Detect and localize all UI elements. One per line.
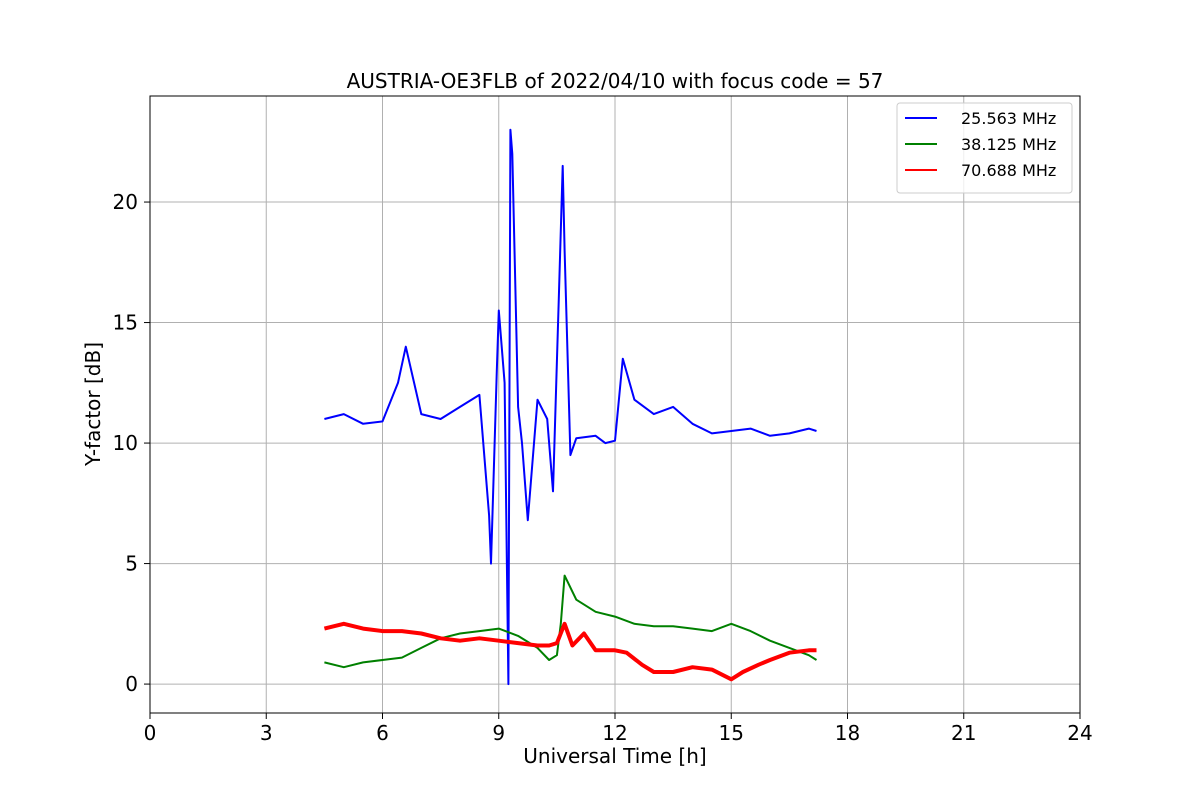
- y-axis-label: Y-factor [dB]: [81, 342, 105, 467]
- x-tick-label: 0: [144, 721, 157, 745]
- legend-box: [896, 102, 1073, 194]
- y-tick-label: 15: [113, 311, 138, 335]
- x-tick-label: 24: [1067, 721, 1092, 745]
- series-line-70-688-mhz: [323, 621, 817, 682]
- legend-label: 38.125 MHz: [961, 135, 1056, 154]
- series-line-25-563-mhz: [324, 128, 817, 686]
- x-axis-label: Universal Time [h]: [523, 744, 706, 768]
- x-tick-label: 9: [492, 721, 505, 745]
- y-tick-label: 10: [113, 431, 138, 455]
- legend: 25.563 MHz 38.125 MHz 70.688 MHz: [896, 102, 1073, 194]
- y-tick-label: 20: [113, 190, 138, 214]
- y-tick-label: 5: [125, 552, 138, 576]
- chart-title: AUSTRIA-OE3FLB of 2022/04/10 with focus …: [347, 69, 884, 93]
- y-tick-label: 0: [125, 672, 138, 696]
- x-tick-label: 15: [719, 721, 744, 745]
- x-tick-label: 3: [260, 721, 273, 745]
- legend-label: 25.563 MHz: [961, 109, 1056, 128]
- x-tick-label: 6: [376, 721, 389, 745]
- x-tick-label: 18: [835, 721, 860, 745]
- axes: 0 3 6 9 12 15 18 21 24 0 5 10 15 20: [113, 190, 1093, 745]
- legend-label: 70.688 MHz: [961, 161, 1056, 180]
- plot-area: [323, 128, 818, 686]
- x-tick-label: 21: [951, 721, 976, 745]
- series-line-38-125-mhz: [324, 574, 818, 669]
- x-tick-label: 12: [602, 721, 627, 745]
